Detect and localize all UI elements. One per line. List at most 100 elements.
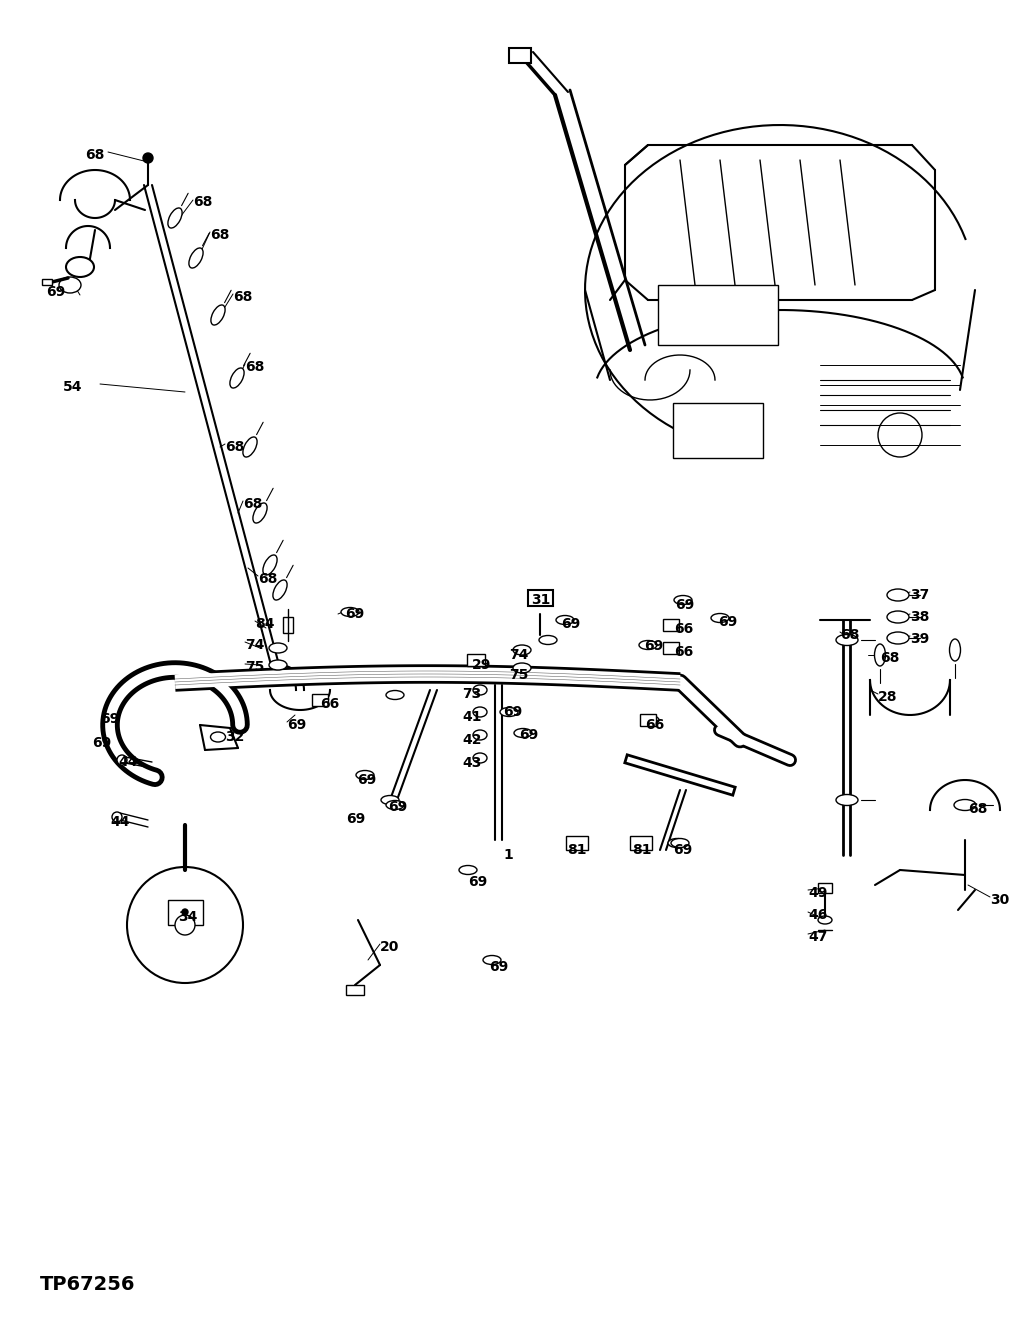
Text: 69: 69	[287, 718, 306, 732]
Ellipse shape	[386, 801, 404, 809]
Text: 69: 69	[92, 736, 111, 750]
Bar	[818, 882, 832, 893]
Ellipse shape	[473, 706, 487, 717]
Ellipse shape	[513, 645, 531, 655]
Text: 69: 69	[503, 705, 523, 718]
Text: 42: 42	[461, 733, 482, 746]
Text: 73: 73	[461, 686, 481, 701]
Text: 54: 54	[63, 380, 83, 395]
Text: 68: 68	[225, 440, 244, 455]
Ellipse shape	[836, 635, 858, 645]
Bar	[283, 617, 293, 633]
Bar	[658, 285, 778, 345]
Text: 68: 68	[880, 651, 900, 665]
Ellipse shape	[230, 368, 244, 388]
Text: TP67256: TP67256	[40, 1274, 136, 1294]
Text: 69: 69	[468, 874, 487, 889]
Text: 1: 1	[503, 848, 513, 862]
Text: 69: 69	[346, 812, 366, 826]
Ellipse shape	[950, 639, 961, 661]
Text: 68: 68	[85, 148, 104, 163]
Bar	[640, 714, 657, 726]
Text: 81: 81	[567, 842, 586, 857]
Text: 66: 66	[674, 645, 693, 659]
Text: 74: 74	[509, 648, 529, 663]
Text: 28: 28	[878, 690, 897, 704]
Ellipse shape	[483, 956, 501, 965]
Bar	[346, 985, 364, 994]
Bar	[673, 403, 763, 457]
Text: 69: 69	[675, 599, 694, 612]
Text: 31: 31	[531, 593, 550, 607]
Bar	[663, 643, 679, 655]
Text: 69: 69	[519, 728, 538, 742]
Ellipse shape	[641, 716, 659, 725]
Text: 75: 75	[509, 668, 529, 682]
Text: 69: 69	[561, 617, 580, 631]
Ellipse shape	[954, 800, 976, 810]
Ellipse shape	[818, 916, 832, 924]
Ellipse shape	[269, 643, 287, 653]
Ellipse shape	[356, 770, 374, 780]
Ellipse shape	[671, 838, 689, 848]
Ellipse shape	[473, 730, 487, 740]
Text: 69: 69	[46, 285, 65, 299]
Text: 68: 68	[245, 360, 264, 375]
Ellipse shape	[381, 796, 399, 805]
Text: 41: 41	[461, 710, 482, 724]
Bar	[528, 591, 552, 607]
Ellipse shape	[639, 640, 657, 649]
Ellipse shape	[513, 663, 531, 673]
Text: 69: 69	[718, 615, 737, 629]
Text: 68: 68	[840, 628, 860, 643]
Text: 66: 66	[674, 623, 693, 636]
Ellipse shape	[211, 305, 225, 325]
Ellipse shape	[66, 257, 94, 277]
Text: 74: 74	[245, 639, 264, 652]
Text: 68: 68	[258, 572, 278, 587]
Circle shape	[117, 754, 127, 765]
Ellipse shape	[473, 685, 487, 694]
Bar	[467, 655, 485, 666]
Ellipse shape	[243, 437, 257, 457]
Text: 69: 69	[673, 842, 692, 857]
Ellipse shape	[473, 753, 487, 762]
Text: 44: 44	[118, 754, 138, 769]
Ellipse shape	[59, 277, 81, 293]
Ellipse shape	[341, 608, 359, 616]
Text: 46: 46	[808, 908, 827, 922]
Text: 69: 69	[357, 773, 377, 786]
Text: 37: 37	[910, 588, 929, 603]
Ellipse shape	[253, 503, 268, 523]
Text: 32: 32	[225, 730, 244, 744]
Text: 66: 66	[645, 718, 665, 732]
Ellipse shape	[189, 248, 203, 268]
Text: 69: 69	[345, 607, 364, 621]
Text: 68: 68	[193, 195, 212, 209]
Text: 69: 69	[489, 960, 508, 974]
Text: 84: 84	[255, 617, 275, 631]
Ellipse shape	[273, 580, 287, 600]
Text: 68: 68	[968, 802, 987, 816]
Bar	[566, 836, 588, 850]
Text: 81: 81	[632, 842, 651, 857]
Bar	[42, 279, 52, 285]
Ellipse shape	[263, 555, 277, 575]
Bar	[663, 619, 679, 631]
Text: 43: 43	[461, 756, 481, 770]
Text: 69: 69	[100, 712, 119, 726]
Text: 66: 66	[320, 697, 339, 710]
Text: 29: 29	[472, 659, 491, 672]
Text: 34: 34	[178, 910, 197, 924]
Bar	[509, 48, 531, 63]
Ellipse shape	[269, 660, 287, 670]
Text: 49: 49	[808, 886, 827, 900]
Ellipse shape	[539, 636, 557, 644]
Ellipse shape	[674, 596, 692, 604]
Text: 39: 39	[910, 632, 929, 647]
Ellipse shape	[875, 644, 885, 666]
Text: 69: 69	[644, 639, 664, 653]
Ellipse shape	[210, 732, 226, 742]
Text: 75: 75	[245, 660, 264, 674]
Ellipse shape	[887, 632, 909, 644]
